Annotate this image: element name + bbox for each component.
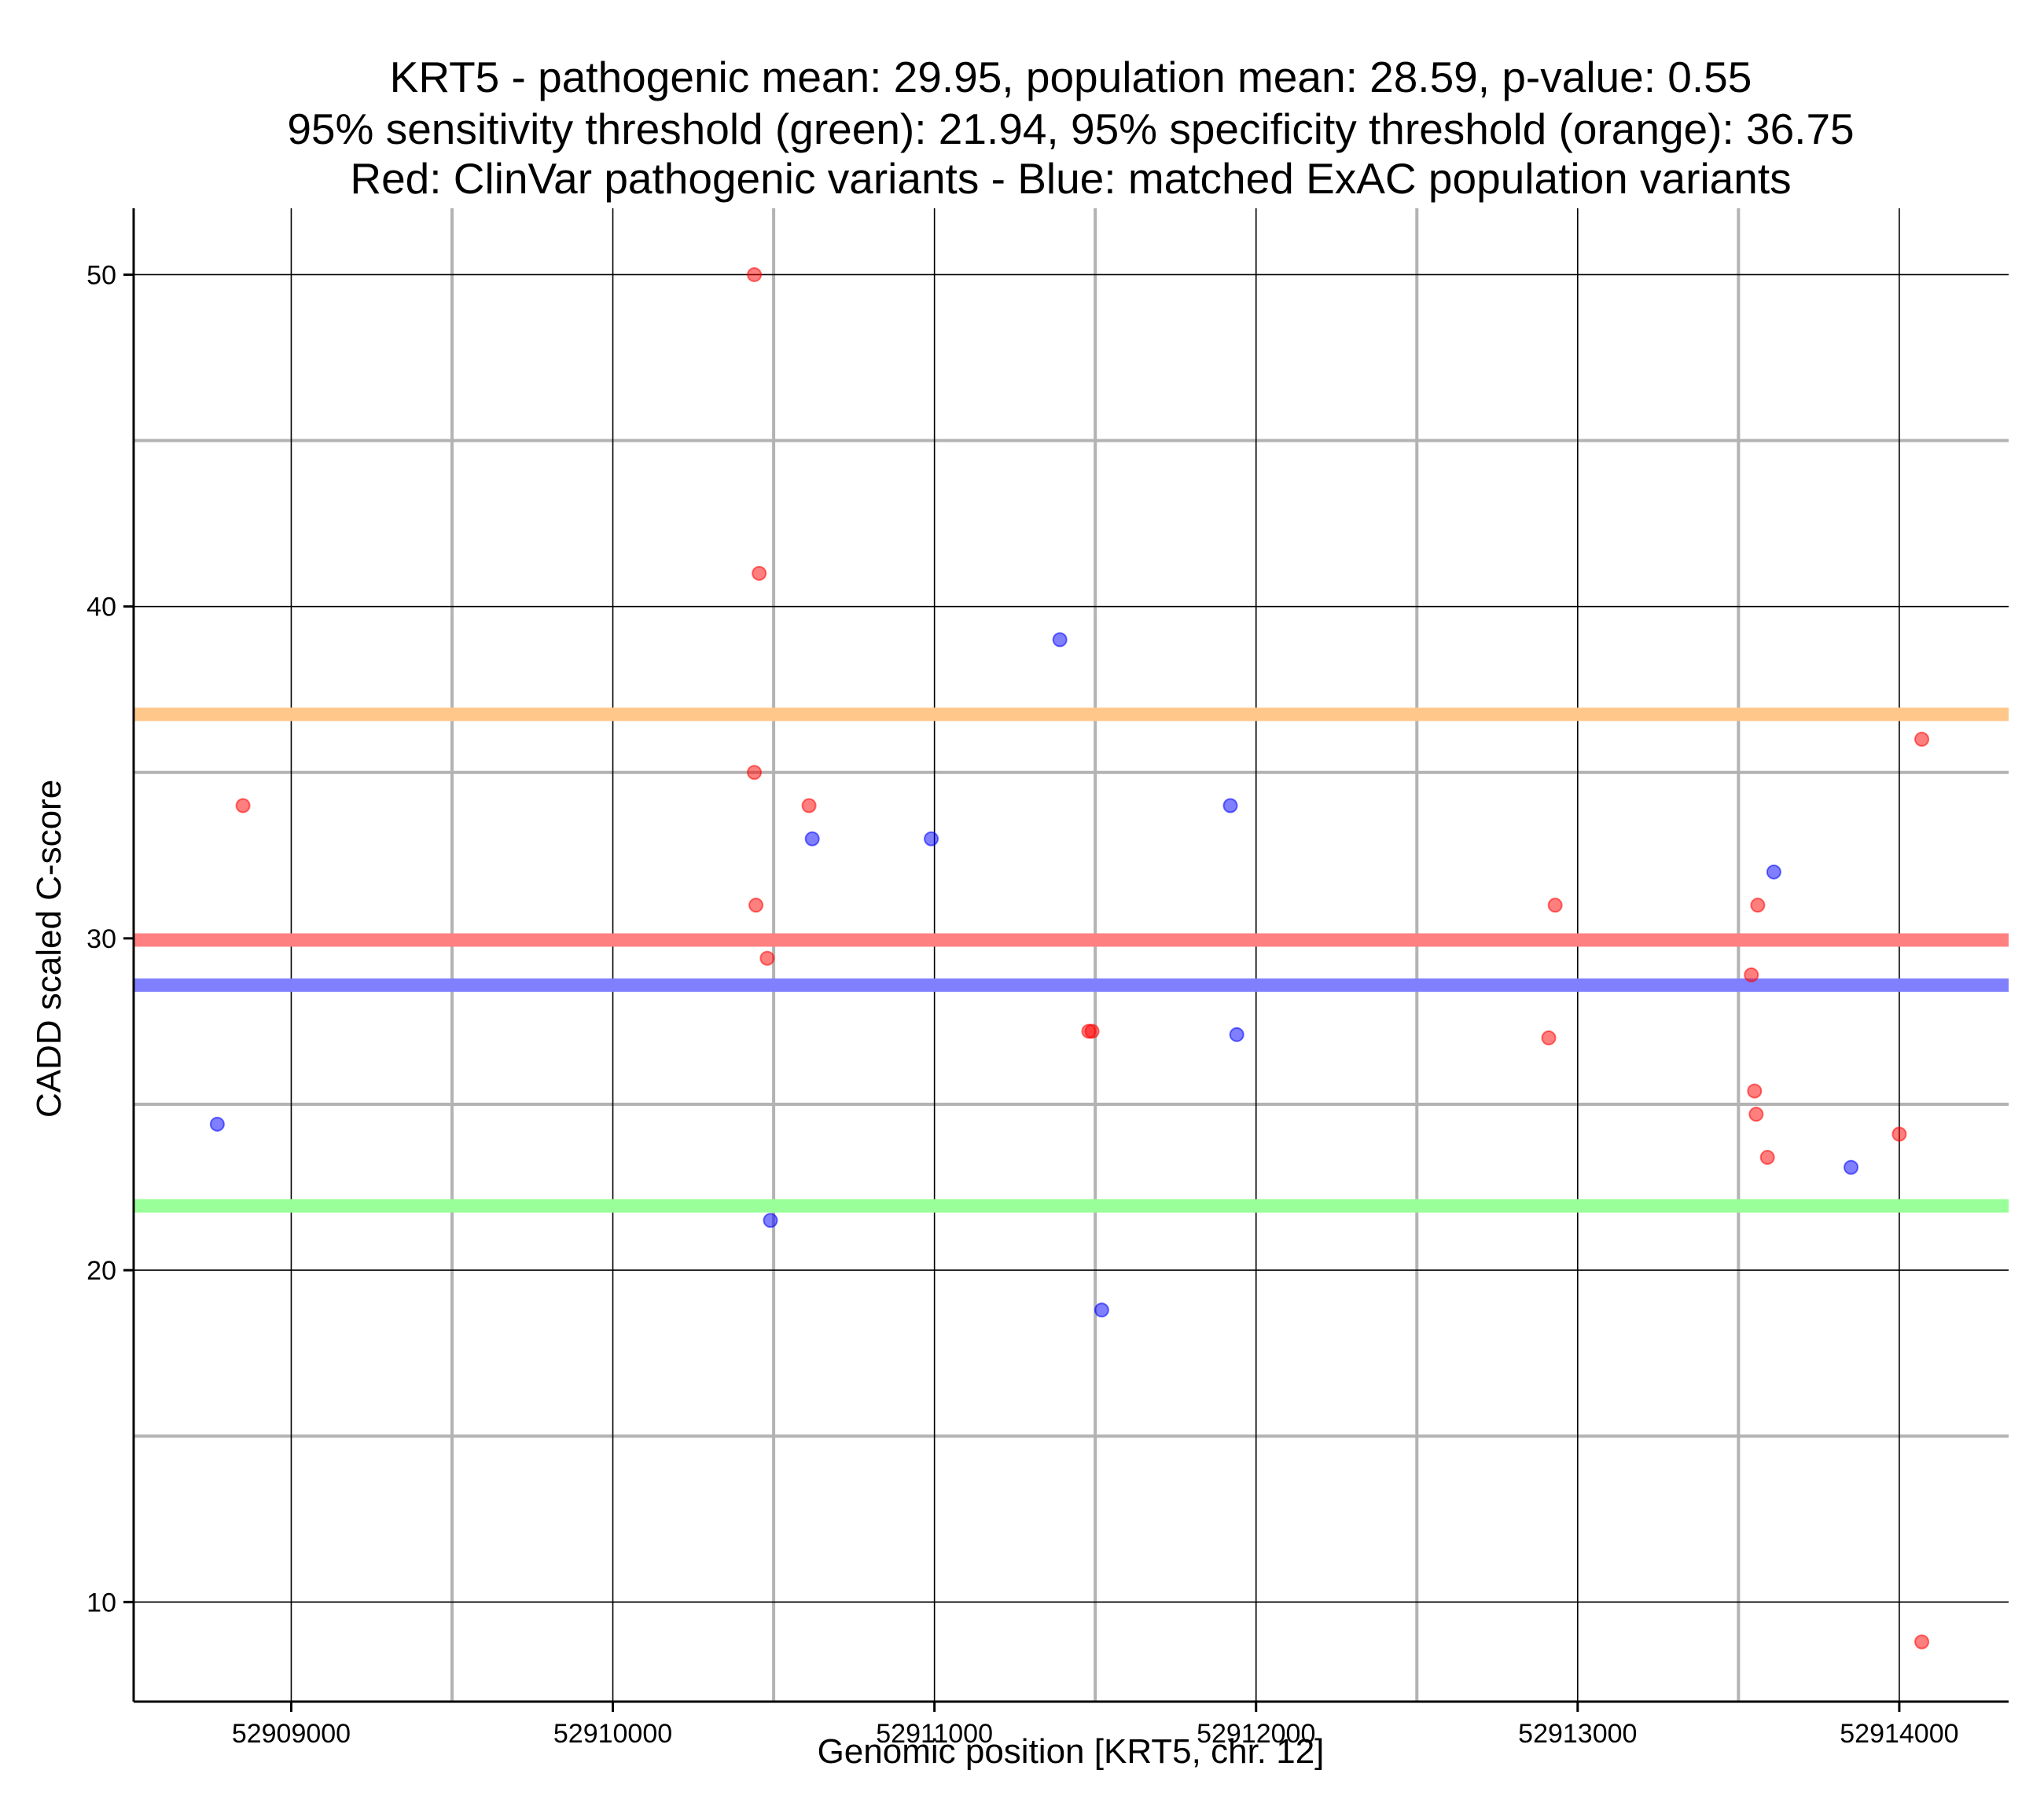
chart-title: KRT5 - pathogenic mean: 29.95, populatio… [287,53,1854,203]
population-point [209,1116,225,1132]
x-tick-label: 52914000 [1840,1719,1958,1749]
pathogenic-point [1747,1083,1763,1099]
x-tick-label: 52912000 [1197,1719,1315,1749]
title-line-3: Red: ClinVar pathogenic variants - Blue:… [350,154,1791,203]
x-tick-label: 52911000 [876,1719,993,1749]
minor-gridlines [134,208,2009,1702]
population-point [804,831,820,846]
y-axis-label: CADD scaled C-score [30,780,68,1118]
title-line-2: 95% sensitivity threshold (green): 21.94… [287,105,1854,153]
y-tick-label: 10 [86,1588,116,1618]
y-tick-label: 30 [86,924,116,954]
x-tick-label: 52909000 [232,1719,351,1749]
x-tick-label: 52910000 [553,1719,672,1749]
pathogenic-point [1891,1126,1907,1142]
pathogenic-point [1914,1634,1930,1650]
x-axis-ticks: 52909000 52910000 52911000 52912000 52913000… [232,1702,1959,1749]
pathogenic-point [1914,732,1930,747]
title-line-1: KRT5 - pathogenic mean: 29.95, populatio… [390,53,1752,101]
y-axis-ticks: 10 20 30 40 50 [86,260,134,1618]
x-tick-label: 52913000 [1518,1719,1637,1749]
pathogenic-point [1084,1023,1100,1039]
data-points [209,266,1930,1650]
x-axis-label: Genomic position [KRT5, chr. 12] [818,1732,1325,1771]
population-point [1766,864,1781,879]
pathogenic-point [1541,1030,1557,1046]
threshold-lines [134,707,2009,1213]
pathogenic-point [759,950,775,966]
y-tick-label: 50 [86,260,116,290]
pathogenic-point [235,798,251,813]
population-point [763,1213,778,1228]
pathogenic-point [801,798,817,813]
pathogenic-point [1759,1150,1775,1166]
population-point [924,831,939,846]
pathogenic-point [1748,1107,1764,1122]
pathogenic-point [1744,967,1759,982]
y-tick-label: 40 [86,593,116,622]
pathogenic-point [747,266,763,282]
population-point [1094,1302,1109,1318]
y-tick-label: 20 [86,1256,116,1286]
pathogenic-point [1547,898,1563,913]
population-point [1229,1026,1244,1042]
population-point [1222,798,1238,813]
pathogenic-point [748,898,764,913]
pathogenic-point [747,765,763,780]
population-point [1844,1159,1859,1175]
pathogenic-point [752,565,767,581]
major-gridlines [134,208,2009,1702]
pathogenic-point [1750,898,1766,913]
axes [132,208,2009,1703]
population-point [1052,632,1068,648]
